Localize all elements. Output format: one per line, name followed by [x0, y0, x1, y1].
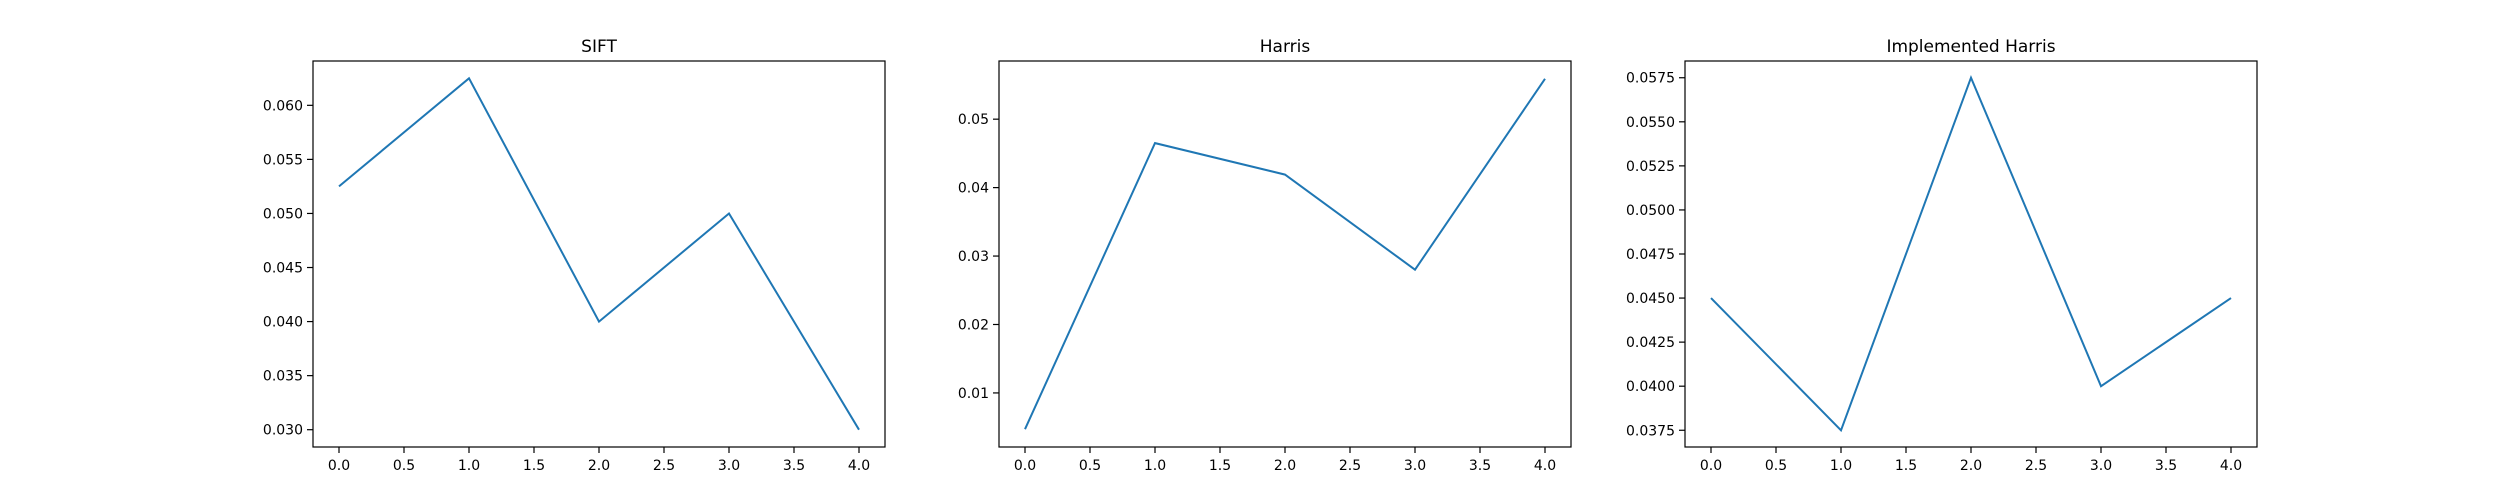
series-line	[338, 76, 860, 431]
x-tick-label: 3.5	[1469, 458, 1491, 474]
series-line	[1710, 74, 2232, 433]
plot-area	[1684, 60, 2258, 448]
y-axis: 0.01 0.02 0.03 0.04 0.05	[958, 112, 999, 402]
y-tick-label: 0.055	[263, 152, 303, 168]
x-tick-label: 1.5	[1895, 458, 1917, 474]
y-tick-label: 0.030	[263, 423, 303, 439]
y-tick-label: 0.02	[958, 317, 989, 333]
subplot-harris: Harris 0.0 0.5 1.0 1.5 2.0 2.5 3.0 3.5 4.0 0.010…	[958, 37, 1572, 474]
chart-title: Implemented Harris	[1886, 37, 2055, 57]
plot-area	[998, 60, 1572, 448]
y-axis: 0.030 0.035 0.040 0.045 0.050 0.055 0.060	[263, 98, 313, 439]
y-tick-label: 0.04	[958, 181, 989, 197]
y-tick-label: 0.0450	[1626, 291, 1675, 307]
x-tick-label: 1.0	[1830, 458, 1852, 474]
x-tick-label: 0.0	[328, 458, 350, 474]
y-tick-label: 0.040	[263, 315, 303, 331]
x-tick-label: 2.5	[653, 458, 675, 474]
chart-title: SIFT	[581, 37, 617, 57]
x-tick-label: 1.0	[458, 458, 480, 474]
chart-title: Harris	[1260, 37, 1311, 57]
y-tick-label: 0.03	[958, 249, 989, 265]
x-tick-label: 2.0	[588, 458, 610, 474]
x-tick-label: 3.0	[718, 458, 740, 474]
y-tick-label: 0.0375	[1626, 423, 1675, 439]
x-tick-label: 3.5	[783, 458, 805, 474]
x-tick-label: 3.5	[2155, 458, 2177, 474]
x-tick-label: 0.5	[1765, 458, 1787, 474]
y-tick-label: 0.060	[263, 98, 303, 114]
plot-area	[312, 60, 886, 448]
x-tick-label: 0.5	[393, 458, 415, 474]
x-tick-label: 1.5	[1209, 458, 1231, 474]
y-tick-label: 0.0550	[1626, 115, 1675, 131]
x-tick-label: 3.0	[1404, 458, 1426, 474]
y-tick-label: 0.0475	[1626, 247, 1675, 263]
x-axis: 0.0 0.5 1.0 1.5 2.0 2.5 3.0 3.5 4.0	[1014, 447, 1556, 474]
x-tick-label: 3.0	[2090, 458, 2112, 474]
series-line	[1024, 78, 1546, 430]
y-tick-label: 0.0500	[1626, 203, 1675, 219]
y-tick-label: 0.035	[263, 369, 303, 385]
y-tick-label: 0.0525	[1626, 159, 1675, 175]
x-tick-label: 1.5	[523, 458, 545, 474]
y-tick-label: 0.05	[958, 112, 989, 128]
subplot-implemented-harris: Implemented Harris 0.0 0.5 1.0 1.5 2.0 2.5 3.0…	[1626, 37, 2258, 474]
x-tick-label: 4.0	[1534, 458, 1556, 474]
x-tick-label: 2.0	[1960, 458, 1982, 474]
x-tick-label: 2.5	[2025, 458, 2047, 474]
x-tick-label: 1.0	[1144, 458, 1166, 474]
y-tick-label: 0.0400	[1626, 379, 1675, 395]
x-tick-label: 2.5	[1339, 458, 1361, 474]
x-tick-label: 2.0	[1274, 458, 1296, 474]
x-tick-label: 4.0	[2220, 458, 2242, 474]
y-tick-label: 0.01	[958, 386, 989, 402]
y-tick-label: 0.045	[263, 261, 303, 277]
y-tick-label: 0.0575	[1626, 71, 1675, 87]
x-tick-label: 0.0	[1700, 458, 1722, 474]
y-axis: 0.0375 0.0400 0.0425 0.0450 0.0475 0.0500 0.05…	[1626, 71, 1685, 439]
x-tick-label: 4.0	[848, 458, 870, 474]
y-tick-label: 0.050	[263, 206, 303, 222]
y-tick-label: 0.0425	[1626, 335, 1675, 351]
x-axis: 0.0 0.5 1.0 1.5 2.0 2.5 3.0 3.5 4.0	[328, 447, 870, 474]
x-tick-label: 0.5	[1079, 458, 1101, 474]
x-tick-label: 0.0	[1014, 458, 1036, 474]
subplot-sift: SIFT 0.0 0.5 1.0 1.5 2.0 2.5 3.0 3.5 4.0 0.0300.…	[263, 37, 886, 474]
x-axis: 0.0 0.5 1.0 1.5 2.0 2.5 3.0 3.5 4.0	[1700, 447, 2242, 474]
